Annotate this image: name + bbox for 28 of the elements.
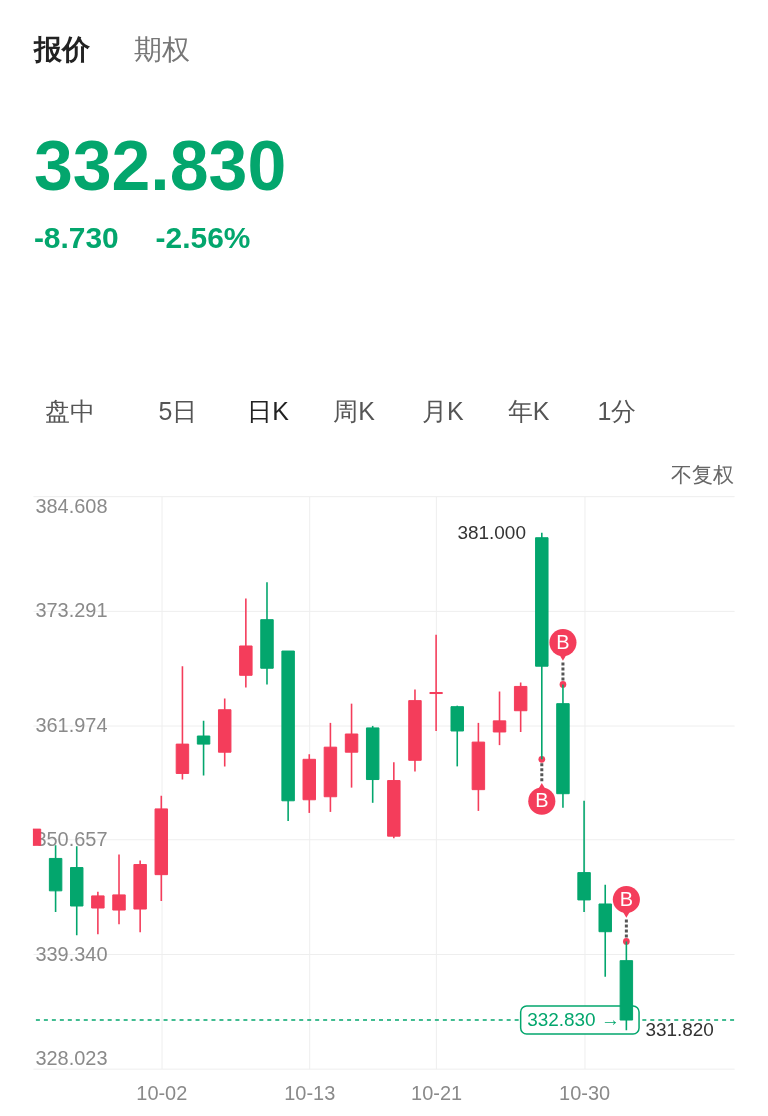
- x-tick-label: 10-02: [136, 1082, 188, 1105]
- ref-line-label: 332.830 →: [527, 1009, 620, 1031]
- x-tick-label: 10-21: [411, 1082, 463, 1105]
- text: 日K: [247, 397, 290, 426]
- legend-label: B: [535, 789, 549, 812]
- text: B: [619, 887, 634, 910]
- y-tick-label: 339.340: [35, 942, 108, 965]
- text: 报价: [32, 34, 91, 66]
- text: 1分: [597, 397, 637, 426]
- text: 盘中: [44, 397, 95, 426]
- text: 5日: [158, 397, 198, 426]
- text: B: [556, 630, 570, 653]
- text: 年K: [507, 397, 550, 426]
- chart-title: 332.830: [33, 126, 287, 205]
- text: -8.730: [33, 220, 119, 254]
- y-tick-label: 384.608: [35, 494, 108, 517]
- text: 月K: [421, 397, 464, 426]
- annotation: 381.000: [457, 521, 526, 543]
- text: 不复权: [671, 463, 735, 487]
- y-tick-label: 361.974: [35, 713, 108, 736]
- text: -2.56%: [155, 220, 251, 254]
- y-tick-label: 328.023: [35, 1047, 108, 1070]
- text: 331.820: [645, 1019, 714, 1041]
- x-tick-label: 10-30: [559, 1082, 611, 1105]
- text: 期权: [133, 34, 190, 66]
- text: 周K: [333, 397, 376, 426]
- x-tick-label: 10-13: [284, 1082, 336, 1105]
- y-tick-label: 373.291: [35, 599, 108, 622]
